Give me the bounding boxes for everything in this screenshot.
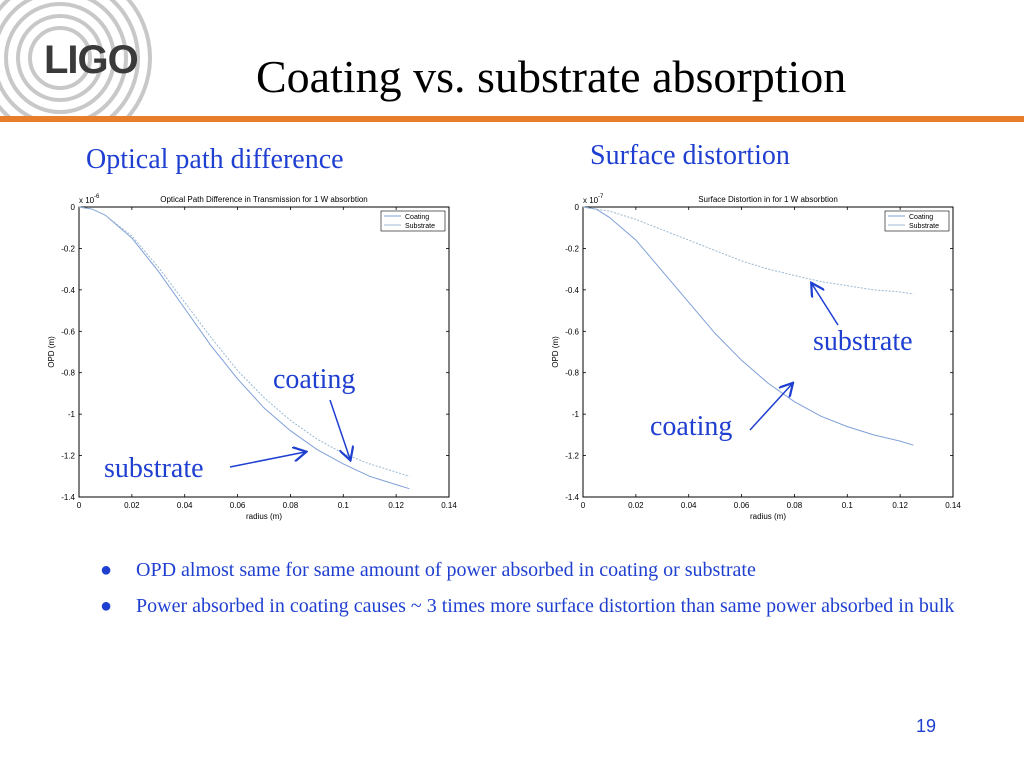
- y-tick-label: -1: [68, 410, 76, 419]
- x-tick-label: 0.02: [124, 501, 140, 510]
- x-tick-label: 0.04: [177, 501, 193, 510]
- y-tick-label: -0.4: [61, 286, 75, 295]
- legend-label: Coating: [909, 214, 933, 221]
- left-substrate-arrow: [229, 452, 305, 468]
- bullet-item: ● Power absorbed in coating causes ~ 3 t…: [100, 591, 960, 621]
- x-axis-label: radius (m): [246, 512, 282, 521]
- x-tick-label: 0.14: [441, 501, 457, 510]
- right-coating-annotation: coating: [650, 411, 733, 442]
- bullet-list: ● OPD almost same for same amount of pow…: [100, 555, 960, 627]
- chart-title: Surface Distortion in for 1 W absorbtion: [698, 195, 838, 204]
- y-exponent-label: -6: [94, 194, 100, 200]
- y-tick-label: -0.4: [565, 286, 579, 295]
- y-tick-label: -0.2: [565, 244, 579, 253]
- left-coating-arrow: [329, 399, 350, 459]
- bullet-text: OPD almost same for same amount of power…: [136, 559, 756, 581]
- y-axis-label: OPD (m): [47, 336, 56, 368]
- x-tick-label: 0.02: [628, 501, 644, 510]
- x-tick-label: 0.06: [734, 501, 750, 510]
- bullet-item: ● OPD almost same for same amount of pow…: [100, 555, 960, 585]
- y-tick-label: 0: [71, 203, 76, 212]
- x-tick-label: 0.04: [681, 501, 697, 510]
- left-coating-annotation: coating: [273, 364, 356, 395]
- series-line-coating: [78, 206, 410, 490]
- series-line-substrate: [582, 206, 914, 295]
- x-tick-label: 0.14: [945, 501, 961, 510]
- bullet-dot-icon: ●: [100, 559, 113, 581]
- x-tick-label: 0: [77, 501, 82, 510]
- right-substrate-annotation: substrate: [813, 326, 913, 357]
- y-tick-label: -1: [572, 410, 580, 419]
- left-section-label: Optical path difference: [86, 144, 344, 175]
- right-substrate-arrow: [812, 284, 839, 326]
- y-tick-label: -0.8: [565, 369, 579, 378]
- y-tick-label: -0.6: [61, 327, 75, 336]
- x-tick-label: 0.06: [230, 501, 246, 510]
- logo-arcs: [0, 0, 152, 120]
- x-tick-label: 0: [581, 501, 586, 510]
- x-tick-label: 0.08: [283, 501, 299, 510]
- x-tick-label: 0.1: [338, 501, 350, 510]
- page-number: 19: [915, 716, 936, 736]
- y-tick-label: 0: [575, 203, 580, 212]
- slide-title: Coating vs. substrate absorption: [256, 51, 847, 102]
- series-line-coating: [582, 206, 914, 446]
- y-axis-label: OPD (m): [551, 336, 560, 368]
- surface-distortion-chart: Surface Distortion in for 1 W absorbtion…: [551, 194, 961, 521]
- y-tick-label: -0.8: [61, 369, 75, 378]
- y-tick-label: -0.2: [61, 244, 75, 253]
- y-tick-label: -1.4: [565, 493, 579, 502]
- chart-title: Optical Path Difference in Transmission …: [160, 195, 368, 204]
- y-multiplier-label: x 10: [583, 196, 599, 205]
- bullet-dot-icon: ●: [100, 595, 113, 617]
- legend-label: Coating: [405, 214, 429, 221]
- x-tick-label: 0.12: [892, 501, 908, 510]
- y-tick-label: -1.4: [61, 493, 75, 502]
- plot-frame: [78, 206, 450, 498]
- right-section-label: Surface distortion: [590, 140, 790, 171]
- legend-label: Substrate: [405, 223, 435, 230]
- y-tick-label: -1.2: [61, 452, 75, 461]
- y-multiplier-label: x 10: [79, 196, 95, 205]
- right-coating-arrow: [749, 384, 792, 431]
- title-divider: [0, 116, 1024, 122]
- x-axis-label: radius (m): [750, 512, 786, 521]
- y-exponent-label: -7: [598, 194, 604, 200]
- left-substrate-annotation: substrate: [104, 453, 204, 484]
- y-tick-label: -1.2: [565, 452, 579, 461]
- bullet-text: Power absorbed in coating causes ~ 3 tim…: [136, 595, 955, 617]
- opd-chart: Optical Path Difference in Transmission …: [47, 194, 457, 521]
- x-tick-label: 0.1: [842, 501, 854, 510]
- logo: LIGO: [44, 38, 139, 82]
- series-line-substrate: [78, 206, 410, 477]
- y-tick-label: -0.6: [565, 327, 579, 336]
- x-tick-label: 0.08: [787, 501, 803, 510]
- plot-frame: [582, 206, 954, 498]
- x-tick-label: 0.12: [388, 501, 404, 510]
- legend-label: Substrate: [909, 223, 939, 230]
